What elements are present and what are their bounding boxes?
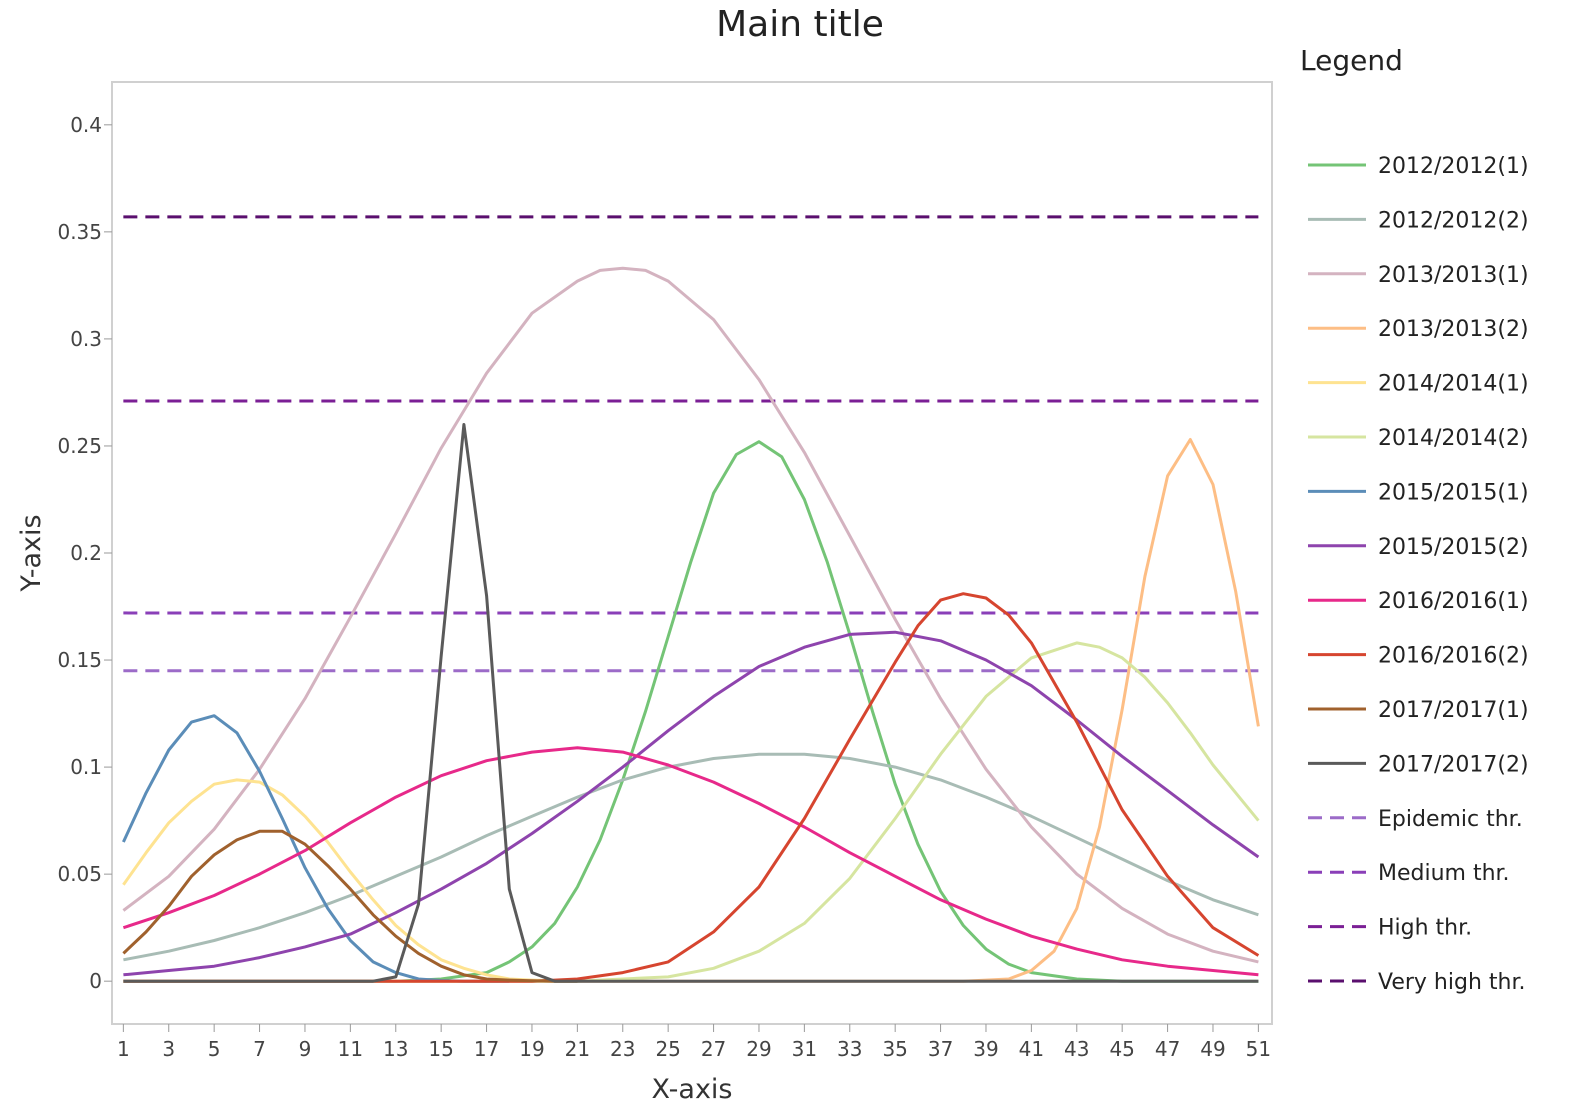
y-tick-label: 0.15 [57, 648, 102, 672]
legend-label: 2012/2012(1) [1378, 154, 1529, 179]
y-tick-label: 0.4 [70, 113, 102, 137]
series-line [122, 778, 578, 983]
x-tick-label: 27 [701, 1037, 726, 1061]
x-tick-label: 11 [338, 1037, 363, 1061]
x-tick-label: 7 [253, 1037, 266, 1061]
legend-label: 2013/2013(1) [1378, 263, 1529, 288]
chart-title: Main title [716, 4, 884, 45]
x-tick-label: 39 [973, 1037, 998, 1061]
x-tick-label: 19 [519, 1037, 544, 1061]
x-tick-label: 21 [565, 1037, 590, 1061]
legend-label: 2016/2016(1) [1378, 589, 1529, 614]
series-line [122, 829, 578, 983]
x-tick-label: 37 [928, 1037, 953, 1061]
legend-label: Medium thr. [1378, 861, 1510, 886]
series-line [122, 746, 1259, 977]
x-tick-label: 13 [383, 1037, 408, 1061]
series-line [123, 423, 1259, 983]
legend-label: Very high thr. [1378, 970, 1525, 995]
y-axis: 0 0.05 0.1 0.15 0.2 0.25 0.3 0.35 0.4 [57, 113, 112, 993]
y-tick-label: 0.35 [57, 220, 102, 244]
x-tick-label: 31 [792, 1037, 817, 1061]
series-line [123, 592, 1260, 983]
x-tick-label: 43 [1064, 1037, 1089, 1061]
series-line [122, 266, 1259, 964]
legend-title: Legend [1300, 44, 1403, 77]
x-tick-label: 45 [1109, 1037, 1134, 1061]
x-tick-label: 41 [1019, 1037, 1044, 1061]
x-tick-label: 33 [837, 1037, 862, 1061]
x-tick-label: 9 [299, 1037, 312, 1061]
legend-label: 2017/2017(2) [1378, 752, 1529, 777]
x-tick-label: 35 [882, 1037, 907, 1061]
plot-area [122, 215, 1260, 983]
legend-label: 2014/2014(2) [1378, 426, 1529, 451]
legend-label: Epidemic thr. [1378, 807, 1523, 832]
x-axis-label: X-axis [652, 1074, 733, 1105]
x-tick-label: 25 [655, 1037, 680, 1061]
x-tick-label: 29 [746, 1037, 771, 1061]
series-line [123, 440, 1259, 983]
series-line [122, 714, 510, 983]
x-axis: 1 3 5 7 9 11 13 15 17 19 21 23 25 27 29 31 33 35 37 39 41 43 4… [117, 1024, 1271, 1061]
legend-label: 2017/2017(1) [1378, 698, 1529, 723]
x-tick-label: 17 [474, 1037, 499, 1061]
y-tick-label: 0.05 [57, 862, 102, 886]
series-line [123, 752, 1259, 962]
x-tick-label: 5 [208, 1037, 221, 1061]
y-tick-label: 0.25 [57, 434, 102, 458]
legend-label: 2012/2012(2) [1378, 208, 1529, 233]
x-tick-label: 49 [1200, 1037, 1225, 1061]
x-tick-label: 51 [1246, 1037, 1271, 1061]
legend-label: 2016/2016(2) [1378, 644, 1529, 669]
legend: 2012/2012(1) 2012/2012(2) 2013/2013(1) 2013… [1308, 154, 1529, 995]
y-tick-label: 0.3 [70, 327, 102, 351]
legend-label: 2014/2014(1) [1378, 372, 1529, 397]
y-tick-label: 0 [89, 969, 102, 993]
y-tick-label: 0.2 [70, 541, 102, 565]
y-tick-label: 0.1 [70, 755, 102, 779]
legend-label: 2015/2015(2) [1378, 535, 1529, 560]
x-tick-label: 47 [1155, 1037, 1180, 1061]
y-axis-label: Y-axis [16, 514, 47, 592]
plot-frame [111, 81, 1273, 1025]
legend-label: 2013/2013(2) [1378, 317, 1529, 342]
x-tick-label: 1 [117, 1037, 130, 1061]
x-tick-label: 15 [428, 1037, 453, 1061]
series-line [123, 438, 1260, 983]
series-line [123, 630, 1260, 977]
series-line [123, 641, 1260, 983]
x-tick-label: 3 [162, 1037, 175, 1061]
x-tick-label: 23 [610, 1037, 635, 1061]
legend-label: 2015/2015(1) [1378, 480, 1529, 505]
legend-label: High thr. [1378, 916, 1472, 941]
